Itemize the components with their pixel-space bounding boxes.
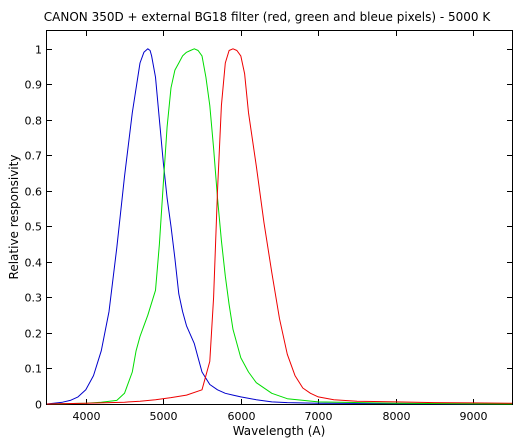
- y-tick-label: 0.4: [25, 257, 43, 270]
- plot-frame: [46, 30, 513, 405]
- x-tick-label: 7000: [305, 410, 333, 423]
- y-tick-label: 1: [35, 44, 42, 57]
- x-axis: 4000 5000 6000 7000 8000 9000: [73, 31, 488, 423]
- y-tick-label: 0.5: [25, 221, 43, 234]
- y-tick-label: 0.9: [25, 79, 43, 92]
- y-tick-label: 0.7: [25, 150, 43, 163]
- x-axis-label: Wavelength (A): [233, 424, 326, 438]
- y-tick-label: 0.1: [25, 363, 43, 376]
- y-tick-label: 0: [35, 399, 42, 412]
- y-axis-label: Relative responsivity: [7, 155, 21, 280]
- x-tick-label: 8000: [383, 410, 411, 423]
- y-axis: 0 0.1 0.2 0.3 0.4 0.5 0.6 0.7 0.8 0.9 1: [25, 44, 512, 412]
- x-tick-label: 5000: [150, 410, 178, 423]
- x-tick-label: 6000: [228, 410, 256, 423]
- y-tick-label: 0.6: [25, 186, 43, 199]
- y-tick-label: 0.2: [25, 328, 43, 341]
- y-tick-label: 0.8: [25, 115, 43, 128]
- series-line-2: [46, 48, 513, 405]
- x-tick-label: 4000: [73, 410, 101, 423]
- plot-series: [46, 48, 513, 405]
- chart-title: CANON 350D + external BG18 filter (red, …: [44, 10, 492, 24]
- series-line-0: [46, 48, 513, 405]
- series-line-1: [46, 48, 513, 405]
- y-tick-label: 0.3: [25, 292, 43, 305]
- x-tick-label: 9000: [460, 410, 488, 423]
